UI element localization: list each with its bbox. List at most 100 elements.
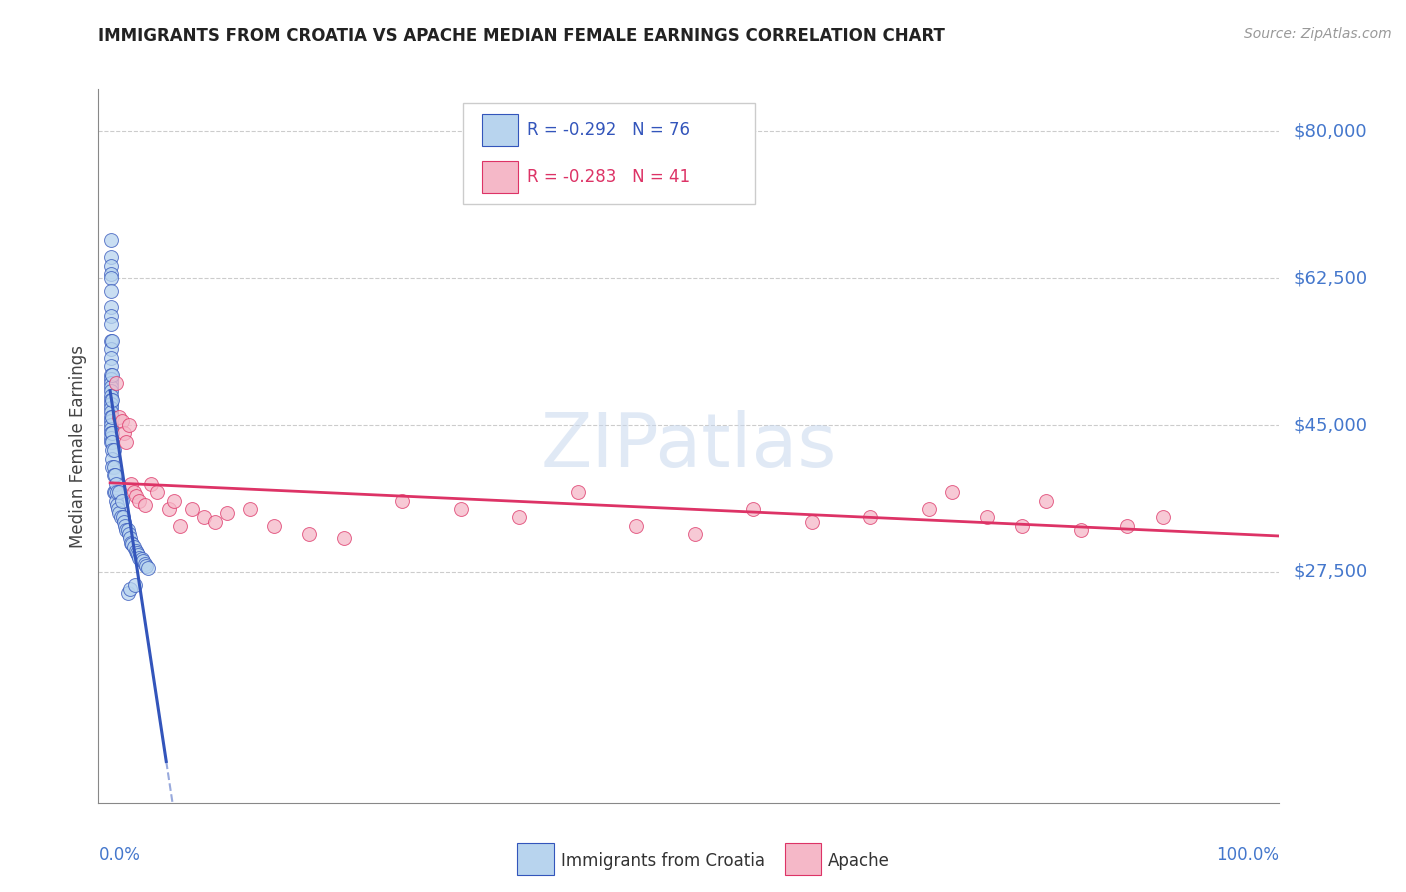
Point [100,233,122,247]
Point [100,368,122,382]
Point [1070,523,1092,537]
Point [100,409,122,424]
Point [124,577,146,591]
Point [567,485,589,500]
Point [101,426,124,441]
Point [112,426,135,441]
Point [104,468,127,483]
Point [100,405,122,419]
Point [100,414,122,428]
Text: ZIPatlas: ZIPatlas [541,409,837,483]
Point [100,301,122,315]
Point [114,518,136,533]
Text: $45,000: $45,000 [1294,416,1368,434]
Point [100,271,122,285]
Point [110,510,132,524]
Point [101,443,124,458]
Point [134,557,156,571]
Text: 100.0%: 100.0% [1216,846,1279,863]
Point [117,523,139,537]
Point [125,544,148,558]
Point [193,510,215,524]
Point [121,537,143,551]
Point [450,502,472,516]
Point [132,554,155,568]
Point [101,409,124,424]
Point [100,372,122,386]
Text: 0.0%: 0.0% [98,846,141,863]
Text: R = -0.292   N = 76: R = -0.292 N = 76 [527,121,690,139]
Point [108,485,131,500]
Point [1035,493,1057,508]
Point [263,518,285,533]
Y-axis label: Median Female Earnings: Median Female Earnings [69,344,87,548]
Point [122,540,145,554]
Point [134,498,156,512]
Point [103,443,125,458]
Point [120,476,142,491]
Point [100,259,122,273]
Point [111,414,134,428]
Point [163,493,186,508]
Text: Source: ZipAtlas.com: Source: ZipAtlas.com [1244,27,1392,41]
Point [1116,518,1139,533]
Point [104,485,127,500]
Point [115,434,138,449]
Point [917,502,939,516]
Point [111,493,134,508]
Point [100,397,122,411]
Point [239,502,262,516]
Point [100,434,122,449]
Point [128,550,150,565]
Point [100,417,122,432]
Point [101,460,124,475]
Point [941,485,963,500]
Text: R = -0.283   N = 41: R = -0.283 N = 41 [527,168,690,186]
Point [508,510,530,524]
Point [125,546,148,560]
Point [1011,518,1033,533]
Point [103,460,125,475]
Point [105,485,128,500]
Point [100,359,122,374]
Point [103,485,125,500]
Point [122,485,145,500]
Point [100,376,122,390]
Point [108,506,131,520]
Point [101,392,124,407]
Point [683,527,706,541]
Point [100,250,122,264]
Point [103,468,125,483]
Point [118,532,141,546]
Point [120,535,142,549]
Point [118,417,141,432]
Point [100,389,122,403]
Point [100,426,122,441]
Point [100,384,122,399]
Point [135,559,157,574]
Point [181,502,204,516]
Point [117,586,139,600]
Point [128,493,150,508]
Text: $62,500: $62,500 [1294,269,1368,287]
Point [298,527,321,541]
Point [1152,510,1174,524]
Point [742,502,765,516]
Point [127,548,149,562]
Text: $27,500: $27,500 [1294,563,1368,581]
Point [100,422,122,436]
Point [136,560,159,574]
Point [626,518,648,533]
Point [976,510,998,524]
Point [107,502,129,516]
Text: Apache: Apache [828,852,890,870]
Point [800,515,823,529]
Point [215,506,238,520]
Point [104,376,127,390]
Point [131,552,153,566]
Point [100,309,122,323]
Point [112,515,135,529]
Point [104,476,127,491]
Point [118,527,141,541]
Point [105,498,128,512]
